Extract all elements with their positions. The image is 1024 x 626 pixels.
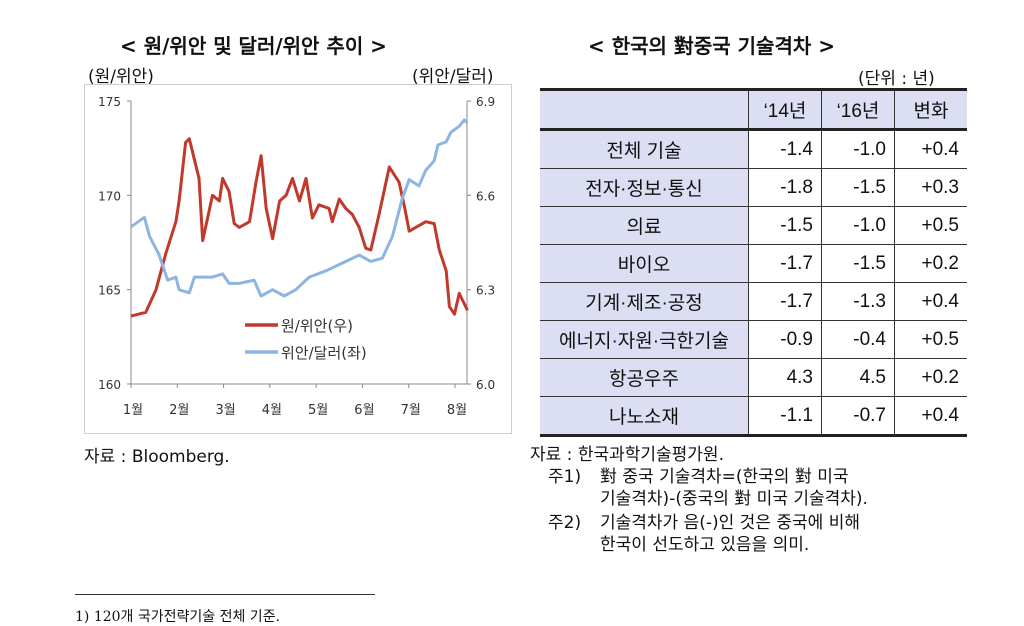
value-cell: -0.4 (821, 320, 895, 359)
value-cell: -1.3 (821, 282, 895, 321)
value-cell: +0.4 (894, 129, 967, 169)
value-cell: +0.4 (894, 396, 967, 437)
table-row: 항공우주 4.3 4.5 +0.2 (540, 358, 967, 397)
value-cell: -1.5 (821, 168, 895, 207)
row-label: 에너지·자원·극한기술 (540, 320, 749, 359)
value-cell: -1.5 (748, 206, 822, 245)
y-tick-label-left: 170 (98, 189, 121, 203)
x-tick-label: 5월 (308, 403, 328, 418)
legend-label-1: 위안/달러(좌) (281, 344, 367, 362)
table-row: 전체 기술 -1.4 -1.0 +0.4 (540, 129, 967, 169)
value-cell: -1.7 (748, 282, 822, 321)
table-row: 의료 -1.5 -1.0 +0.5 (540, 206, 967, 245)
table-row: 기계·제조·공정 -1.7 -1.3 +0.4 (540, 282, 967, 321)
footnote: 1) 120개 국가전략기술 전체 기준. (75, 609, 281, 625)
row-label: 기계·제조·공정 (540, 282, 749, 321)
note1-label: 주1) (548, 467, 582, 487)
value-cell: -0.9 (748, 320, 822, 359)
table-unit: (단위 : 년) (858, 69, 935, 89)
value-cell: +0.4 (894, 282, 967, 321)
value-cell: 4.3 (748, 358, 822, 397)
header-cell (540, 88, 749, 131)
note2-label: 주2) (548, 513, 582, 533)
note1-line1: 對 중국 기술격차=(한국의 對 미국 (600, 467, 849, 487)
row-label: 의료 (540, 206, 749, 245)
row-label: 바이오 (540, 244, 749, 283)
value-cell: -1.5 (821, 244, 895, 283)
table-row: 나노소재 -1.1 -0.7 +0.4 (540, 396, 967, 437)
header-cell: ‘16년 (821, 88, 895, 131)
right-axis-unit: (위안/달러) (412, 67, 494, 87)
value-cell: +0.5 (894, 206, 967, 245)
x-tick-label: 6월 (354, 403, 374, 418)
x-tick-label: 4월 (262, 403, 282, 418)
table-source: 자료 : 한국과학기술평가원. (530, 445, 724, 465)
note2-line2: 한국이 선도하고 있음을 의미. (600, 535, 810, 555)
note2-line1: 기술격차가 음(-)인 것은 중국에 비해 (600, 513, 860, 533)
header-cell: ‘14년 (748, 88, 822, 131)
tech-gap-table: ‘14년 ‘16년 변화 전체 기술 -1.4 -1.0 +0.4 전자·정보·통신 -1… (540, 88, 967, 437)
x-tick-label: 7월 (401, 403, 421, 418)
footnote-divider (75, 594, 375, 595)
row-label: 전자·정보·통신 (540, 168, 749, 207)
value-cell: -1.8 (748, 168, 822, 207)
y-tick-label-right: 6.3 (476, 284, 495, 298)
value-cell: -1.7 (748, 244, 822, 283)
value-cell: +0.2 (894, 358, 967, 397)
value-cell: +0.5 (894, 320, 967, 359)
left-axis-unit: (원/위안) (88, 67, 154, 87)
value-cell: -0.7 (821, 396, 895, 437)
table-row: 전자·정보·통신 -1.8 -1.5 +0.3 (540, 168, 967, 207)
value-cell: +0.2 (894, 244, 967, 283)
value-cell: +0.3 (894, 168, 967, 207)
value-cell: 4.5 (821, 358, 895, 397)
value-cell: -1.0 (821, 129, 895, 169)
y-tick-label-right: 6.9 (476, 95, 495, 109)
note1-line2: 기술격차)-(중국의 對 미국 기술격차). (600, 489, 868, 509)
legend-label-0: 원/위안(우) (281, 317, 353, 335)
y-tick-label-left: 165 (98, 284, 121, 298)
series-line-1 (130, 118, 469, 298)
y-tick-label-left: 160 (98, 378, 121, 392)
header-cell: 변화 (894, 88, 967, 131)
y-tick-label-right: 6.0 (476, 378, 495, 392)
chart-frame (84, 84, 512, 434)
table-header-row: ‘14년 ‘16년 변화 (540, 88, 967, 131)
x-tick-label: 8월 (447, 403, 467, 418)
x-tick-label: 1월 (123, 403, 143, 418)
value-cell: -1.0 (821, 206, 895, 245)
value-cell: -1.4 (748, 129, 822, 169)
row-label: 나노소재 (540, 396, 749, 437)
series-line-0 (130, 137, 469, 318)
x-tick-label: 2월 (169, 403, 189, 418)
x-tick-label: 3월 (215, 403, 235, 418)
chart-title: < 원/위안 및 달러/위안 추이 > (120, 34, 387, 58)
table-row: 바이오 -1.7 -1.5 +0.2 (540, 244, 967, 283)
table-row: 에너지·자원·극한기술 -0.9 -0.4 +0.5 (540, 320, 967, 359)
y-tick-label-left: 175 (98, 95, 121, 109)
row-label: 전체 기술 (540, 129, 749, 169)
chart-source: 자료 : Bloomberg. (84, 447, 230, 467)
value-cell: -1.1 (748, 396, 822, 437)
table-title: < 한국의 對중국 기술격차 > (588, 34, 835, 58)
y-tick-label-right: 6.6 (476, 189, 495, 203)
row-label: 항공우주 (540, 358, 749, 397)
